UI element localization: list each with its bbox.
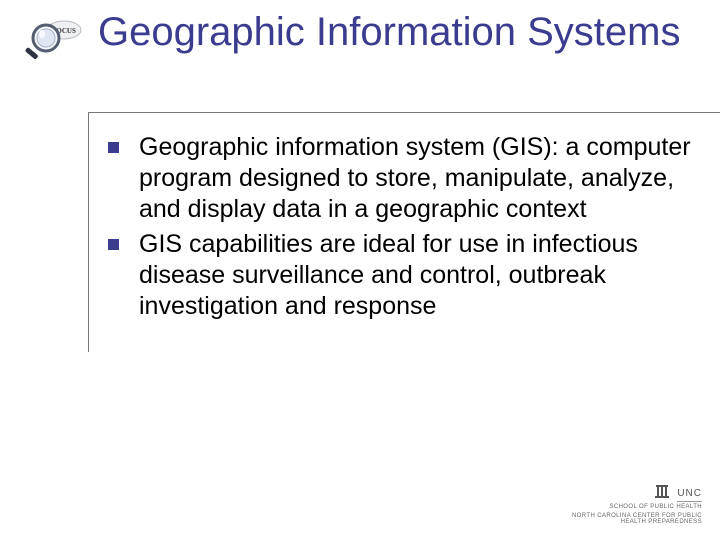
bullet-text: Geographic information system (GIS): a c… bbox=[139, 132, 698, 225]
horizontal-rule bbox=[88, 112, 720, 113]
body-content: Geographic information system (GIS): a c… bbox=[108, 132, 698, 326]
unc-pillar-icon bbox=[655, 484, 669, 500]
footer-org-sub1: SCHOOL OF PUBLIC HEALTH bbox=[552, 504, 702, 511]
vertical-rule bbox=[88, 112, 89, 352]
bullet-item: GIS capabilities are ideal for use in in… bbox=[108, 229, 698, 322]
slide: FOCUS Geographic Information Systems Geo… bbox=[0, 0, 720, 540]
bullet-text: GIS capabilities are ideal for use in in… bbox=[139, 229, 698, 322]
square-bullet-icon bbox=[108, 239, 119, 250]
square-bullet-icon bbox=[108, 142, 119, 153]
footer-org-sub2: NORTH CAROLINA CENTER FOR PUBLIC HEALTH … bbox=[552, 513, 702, 526]
bullet-item: Geographic information system (GIS): a c… bbox=[108, 132, 698, 225]
magnifying-glass-icon: FOCUS bbox=[18, 16, 82, 64]
footer-org-name: UNC bbox=[677, 488, 702, 502]
focus-logo: FOCUS bbox=[18, 16, 82, 64]
footer-org-logo: UNC SCHOOL OF PUBLIC HEALTH NORTH CAROLI… bbox=[552, 483, 702, 526]
header-region: FOCUS Geographic Information Systems bbox=[0, 10, 720, 118]
slide-title: Geographic Information Systems bbox=[98, 10, 698, 55]
